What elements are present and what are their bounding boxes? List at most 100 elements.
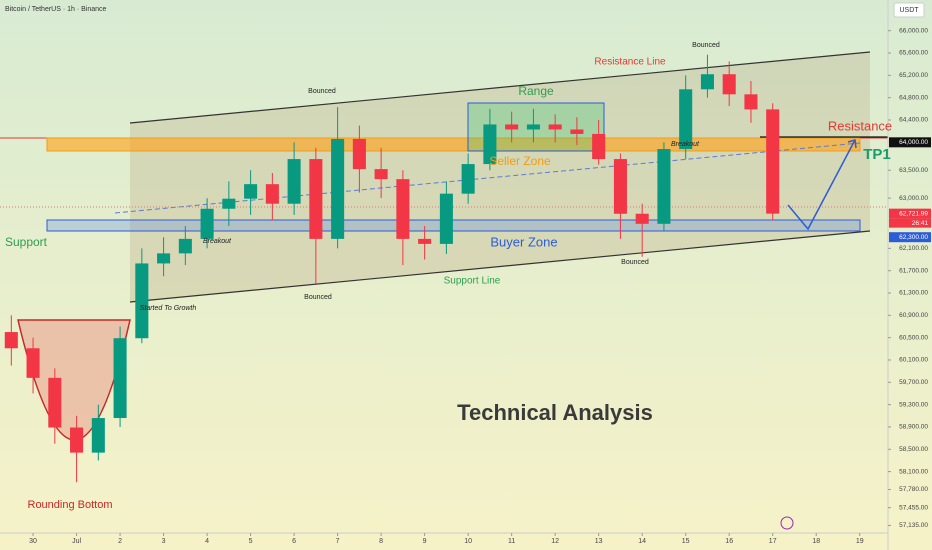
y-tick-label: 65,600.00: [899, 50, 928, 57]
candle-body: [91, 418, 105, 453]
price-label: 62,721.99: [899, 210, 928, 217]
candle-body: [396, 179, 410, 239]
annotation: Bounced: [308, 88, 336, 95]
x-tick-label: 13: [595, 538, 603, 545]
y-tick-label: 58,500.00: [899, 446, 928, 453]
y-tick-label: 61,700.00: [899, 267, 928, 274]
resistance-line: [129, 51, 871, 124]
annotation: Resistance: [828, 118, 892, 133]
candle-body: [526, 124, 540, 130]
candle-body: [26, 348, 40, 378]
candle-body: [461, 164, 475, 194]
candle-body: [200, 208, 214, 239]
x-tick-label: Jul: [72, 538, 81, 545]
x-tick-label: 5: [249, 538, 253, 545]
y-tick-label: 63,500.00: [899, 167, 928, 174]
y-tick-label: 61,300.00: [899, 290, 928, 297]
y-tick-label: 58,900.00: [899, 424, 928, 431]
candle-body: [4, 332, 18, 349]
annotation: Breakout: [203, 238, 232, 245]
trend-dashed: [114, 142, 861, 214]
y-tick-label: 57,455.00: [899, 504, 928, 511]
x-tick-label: 11: [508, 538, 515, 545]
x-tick-label: 18: [812, 538, 820, 545]
candle-body: [309, 159, 323, 239]
annotation: Rounding Bottom: [28, 499, 113, 511]
countdown-box: [889, 218, 931, 228]
x-tick-label: 12: [551, 538, 559, 545]
annotation: Bounced: [692, 42, 720, 49]
y-tick-label: 60,100.00: [899, 357, 928, 364]
candle-body: [766, 109, 780, 214]
candle-body: [722, 74, 736, 95]
price-label-box: [889, 137, 931, 148]
y-tick-label: 59,700.00: [899, 379, 928, 386]
annotation: TP1: [863, 146, 891, 163]
candle-body: [374, 169, 388, 180]
y-tick-label: 66,000.00: [899, 27, 928, 34]
candle-body: [483, 124, 497, 165]
x-tick-label: 2: [118, 538, 122, 545]
annotation: Technical Analysis: [457, 400, 653, 425]
candle-body: [570, 129, 584, 134]
candle-body: [48, 377, 62, 428]
price-label: 62,300.00: [899, 234, 928, 241]
candle-body: [505, 124, 519, 130]
y-tick-label: 60,900.00: [899, 312, 928, 319]
candle-body: [439, 193, 453, 244]
candle-body: [157, 253, 171, 264]
x-tick-label: 16: [725, 538, 733, 545]
candle-body: [635, 213, 649, 224]
y-tick-label: 58,100.00: [899, 468, 928, 475]
annotation: Support Line: [444, 276, 501, 287]
buyer-zone: [46, 219, 861, 232]
x-tick-label: 7: [336, 538, 340, 545]
x-tick-label: 19: [856, 538, 864, 545]
x-tick-label: 30: [29, 538, 37, 545]
annotation: Breakout: [671, 141, 700, 148]
x-tick-label: 6: [292, 538, 296, 545]
candle-body: [70, 427, 84, 453]
price-label-box: [889, 208, 931, 219]
y-tick-label: 57,135.00: [899, 522, 928, 529]
price-label: 64,000.00: [899, 139, 928, 146]
candle-body: [679, 89, 693, 150]
support-line: [129, 230, 871, 303]
y-tick-label: 64,400.00: [899, 117, 928, 124]
candle-body: [657, 149, 671, 224]
y-tick-label: 57,780.00: [899, 486, 928, 493]
x-tick-label: 3: [162, 538, 166, 545]
x-tick-label: 15: [682, 538, 690, 545]
y-tick-label: 64,800.00: [899, 94, 928, 101]
annotation: Started To Growth: [140, 305, 197, 312]
y-tick-label: 63,000.00: [899, 195, 928, 202]
candle-body: [613, 159, 627, 214]
candle-body: [744, 94, 758, 110]
x-tick-label: 8: [379, 538, 383, 545]
alert-icon: [780, 516, 794, 530]
candle-body: [548, 124, 562, 130]
annotation: Seller Zone: [489, 154, 551, 168]
candle-body: [222, 198, 236, 209]
annotation: Range: [518, 84, 554, 98]
y-tick-label: 62,100.00: [899, 245, 928, 252]
annotation: Support: [5, 235, 48, 249]
candle-body: [700, 74, 714, 90]
x-tick-label: 10: [464, 538, 472, 545]
y-tick-label: 60,500.00: [899, 334, 928, 341]
x-tick-label: 9: [423, 538, 427, 545]
price-label-box: [889, 232, 931, 243]
candle-body: [592, 133, 606, 160]
annotation: Resistance Line: [594, 57, 666, 68]
candle-body: [352, 138, 366, 170]
x-tick-label: 14: [638, 538, 646, 545]
x-tick-label: 17: [769, 538, 777, 545]
candle-body: [178, 238, 192, 254]
currency-box: [893, 2, 925, 18]
candle-body: [244, 184, 258, 199]
candle-body: [418, 238, 432, 244]
x-tick-label: 4: [205, 538, 209, 545]
seller-zone: [46, 137, 861, 152]
